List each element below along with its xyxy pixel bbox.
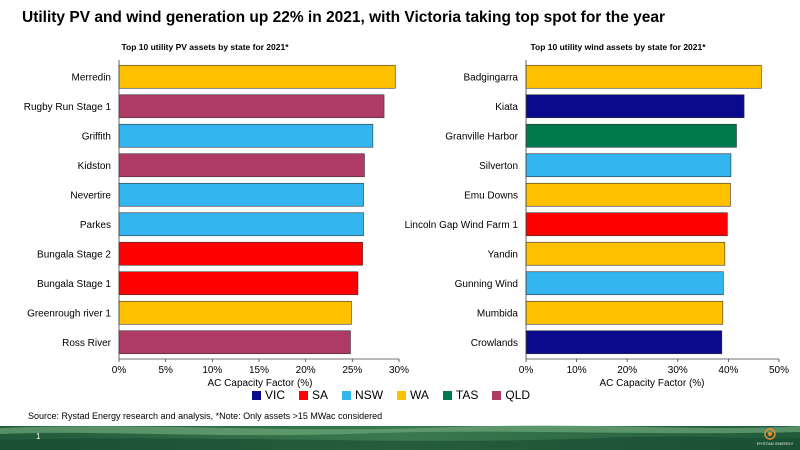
legend-item-tas: TAS [442,388,479,402]
wind-tick-label: 40% [718,365,738,376]
wind-bar [525,123,737,148]
pv-tick-label: 25% [342,365,362,376]
pv-x-axis-label: AC Capacity Factor (%) [207,378,312,389]
pv-tick-label: 15% [249,365,269,376]
wind-tick-label: 50% [769,365,789,376]
pv-bar [118,153,365,178]
pv-tick-label: 5% [158,365,173,376]
legend-item-qld: QLD [492,388,530,402]
wind-category-label: Emu Downs [464,190,518,201]
legend-label: QLD [505,388,531,402]
wind-bar [525,212,728,237]
pv-bar [118,330,351,355]
wind-category-label: Crowlands [471,338,518,349]
wind-bar [525,330,723,355]
pv-category-label: Parkes [80,220,111,231]
wind-tick-label: 20% [617,365,637,376]
wind-category-label: Yandin [488,249,518,260]
footer-banner [0,422,800,450]
wind-category-label: Badgingarra [464,72,519,83]
wind-category-label: Mumbida [477,308,519,319]
pv-bar [118,212,364,237]
pv-bar [118,241,363,266]
legend-item-sa: SA [299,388,328,402]
legend-label: WA [410,388,429,402]
wind-bar [525,153,732,178]
pv-category-label: Merredin [72,72,111,83]
legend-swatch [342,390,352,400]
pv-bar [118,271,359,296]
wind-bar [525,94,745,119]
pv-tick-label: 20% [296,365,316,376]
pv-category-label: Nevertire [70,190,111,201]
legend-item-wa: WA [397,388,429,402]
wind-bar [525,64,762,89]
legend-swatch [299,390,309,400]
pv-category-label: Greenrough river 1 [27,308,111,319]
wind-bar [525,182,731,207]
pv-bar [118,182,364,207]
legend-label: SA [312,388,329,402]
wind-category-label: Gunning Wind [455,279,518,290]
pv-bar [118,300,352,325]
page-title: Utility PV and wind generation up 22% in… [22,9,666,26]
wind-category-label: Silverton [479,161,518,172]
legend-item-vic: VIC [252,388,285,402]
legend-swatch [492,390,502,400]
legend-swatch [252,390,261,400]
legend-label: VIC [265,388,286,402]
legend: VIC SA NSW WA TAS QLD [252,388,530,402]
pv-tick-label: 10% [202,365,222,376]
source-note: Source: Rystad Energy research and analy… [28,411,383,421]
wind-category-label: Kiata [495,102,518,113]
page-number: 1 [36,432,41,441]
wind-x-axis-label: AC Capacity Factor (%) [599,378,704,389]
pv-category-label: Kidston [78,161,111,172]
wind-tick-label: 10% [567,365,587,376]
wind-tick-label: 30% [668,365,688,376]
wind-chart-title: Top 10 utility wind assets by state for … [530,42,706,52]
pv-category-label: Bungala Stage 1 [37,279,111,290]
logo-icon [764,428,776,440]
wind-bar [525,241,726,266]
legend-item-nsw: NSW [342,388,383,402]
pv-bar [118,94,385,119]
pv-bar [118,64,396,89]
pv-tick-label: 0% [112,365,127,376]
pv-category-label: Rugby Run Stage 1 [24,102,112,113]
legend-label: NSW [355,388,384,402]
wind-tick-label: 0% [519,365,534,376]
pv-category-label: Ross River [62,338,112,349]
legend-swatch [442,390,452,400]
pv-bar [118,123,374,148]
wind-category-label: Granville Harbor [445,131,518,142]
wind-bar [525,300,724,325]
wind-bar [525,271,724,296]
pv-tick-label: 30% [389,365,409,376]
pv-category-label: Griffith [82,131,111,142]
legend-label: TAS [455,388,479,402]
logo-text: RYSTAD ENERGY [757,441,794,446]
wind-category-label: Lincoln Gap Wind Farm 1 [405,220,519,231]
pv-chart-title: Top 10 utility PV assets by state for 20… [121,42,289,52]
legend-swatch [397,390,407,400]
pv-category-label: Bungala Stage 2 [37,249,111,260]
